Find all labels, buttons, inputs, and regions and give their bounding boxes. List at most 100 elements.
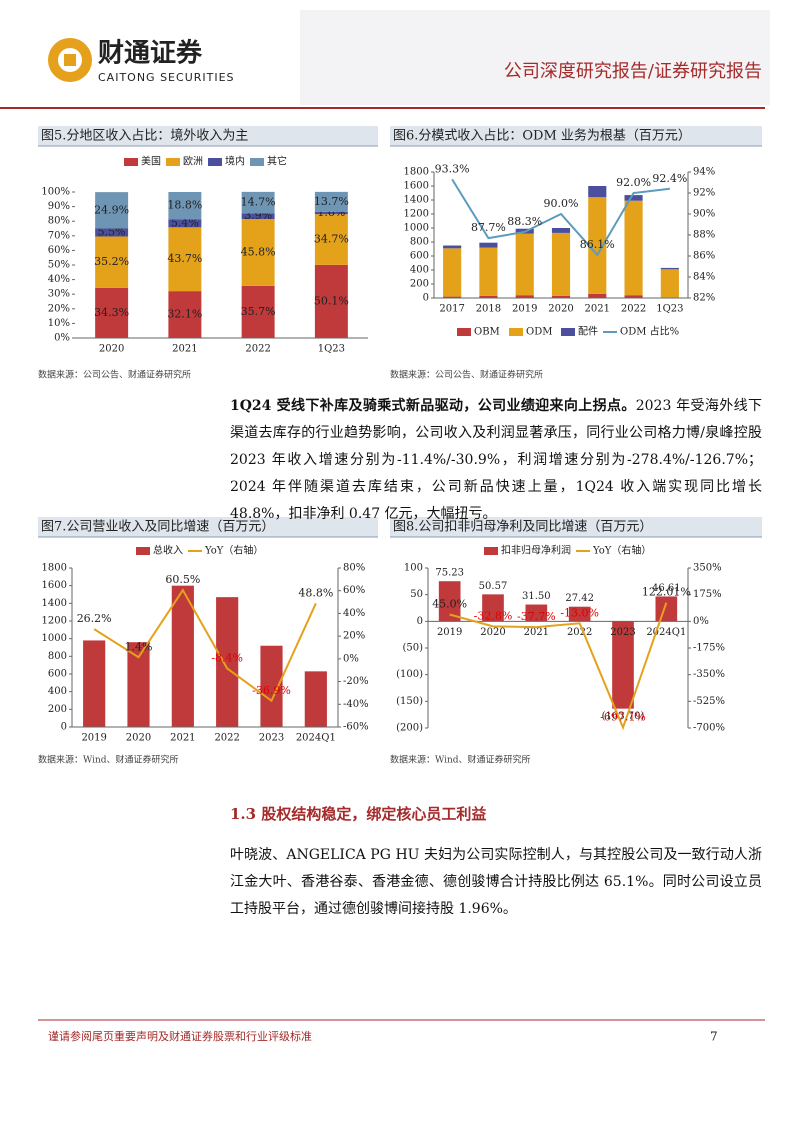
bar: [260, 645, 283, 727]
line-label: -8.4%: [211, 651, 243, 664]
y-tick-label: 10%: [48, 318, 70, 329]
y2-tick-label: -175%: [693, 643, 725, 654]
legend-swatch: [484, 547, 498, 555]
bar: [168, 192, 202, 220]
y2-tick-label: -700%: [693, 723, 725, 734]
bar: [168, 219, 202, 228]
line-label: 92.0%: [616, 176, 651, 189]
y-tick-label: 400: [48, 686, 67, 697]
y2-tick-label: 84%: [693, 272, 715, 283]
y-tick-label: 1800: [404, 167, 429, 178]
bar: [127, 642, 150, 727]
bar: [168, 227, 202, 292]
line-label: 45.0%: [432, 597, 467, 610]
bar: [551, 232, 571, 296]
y2-tick-label: 20%: [343, 631, 365, 642]
bar-label: 46.61: [652, 583, 681, 594]
bar-label: 14.7%: [241, 196, 276, 209]
bar-label: 18.8%: [167, 199, 202, 212]
y-tick-label: 1200: [42, 616, 67, 627]
figure-title-bar: [38, 126, 378, 146]
y-tick-label: 100%: [41, 187, 70, 198]
y-tick-label: 200: [48, 704, 67, 715]
bar: [438, 581, 461, 622]
bar-label: 32.1%: [167, 308, 202, 321]
bar: [655, 596, 678, 622]
figure-title: 图5.分地区收入占比：境外收入为主: [41, 129, 248, 144]
line-label: 87.7%: [471, 221, 506, 234]
line-label: 1.4%: [125, 640, 153, 653]
y2-tick-label: 90%: [693, 209, 715, 220]
line: [451, 178, 670, 257]
figure-source: 数据来源：Wind、财通证券研究所: [38, 754, 179, 766]
x-tick-label: 1Q23: [656, 304, 683, 315]
legend-swatch: [166, 158, 180, 166]
bar: [241, 191, 275, 214]
bar: [479, 247, 498, 296]
bar: [241, 213, 275, 220]
y2-tick-label: 86%: [693, 251, 715, 262]
bar: [304, 671, 327, 727]
line-label: -37.7%: [517, 610, 556, 623]
section-title: 1.3 股权结构稳定，绑定核心员工利益: [230, 805, 486, 823]
bar: [443, 296, 462, 298]
legend-label: 境内: [225, 155, 245, 168]
y2-tick-label: -40%: [343, 699, 369, 710]
header-backdrop: [300, 10, 770, 105]
bar-label: 34.7%: [314, 233, 349, 246]
figure-source: 数据来源：Wind、财通证券研究所: [390, 754, 531, 766]
bar: [624, 295, 643, 298]
bar: [551, 295, 571, 298]
paragraph: 叶晓波、ANGELICA PG HU 夫妇为公司实际控制人，与其控股公司及一致行…: [230, 847, 762, 917]
legend-label: 其它: [267, 155, 287, 168]
x-tick-label: 2020: [480, 627, 505, 638]
x-tick-label: 2017: [439, 304, 464, 315]
bar: [551, 228, 571, 233]
bar-label: 50.1%: [314, 294, 349, 307]
bar: [482, 594, 504, 622]
bar-label: (163.70): [602, 711, 645, 722]
x-tick-label: 2022: [567, 627, 592, 638]
y-tick-label: 30%: [48, 289, 70, 300]
bar: [171, 585, 194, 727]
figure-title-bar: [390, 517, 762, 537]
x-tick-label: 2024Q1: [646, 627, 686, 638]
legend-label: YoY（右轴）: [204, 544, 263, 557]
bar: [95, 192, 129, 229]
x-tick-label: 2020: [548, 304, 573, 315]
line: [449, 602, 668, 731]
bar: [314, 191, 348, 212]
y-tick-label: 0%: [54, 333, 70, 344]
y-tick-label: 600: [410, 251, 429, 262]
figure-title-bar: [390, 126, 762, 146]
bar-label: 75.23: [435, 568, 464, 579]
paragraph-text: 2023 年受海外线下渠道去库存的行业趋势影响，公司收入及利润显著承压，同行业公…: [230, 398, 762, 522]
y-tick-label: 800: [410, 237, 429, 248]
y2-tick-label: -350%: [693, 669, 725, 680]
y2-tick-label: 40%: [343, 608, 365, 619]
y2-tick-label: 350%: [693, 563, 722, 574]
bar: [479, 295, 498, 298]
legend-label: 美国: [141, 155, 161, 168]
x-tick-label: 2020: [99, 344, 124, 355]
x-tick-label: 2021: [585, 304, 610, 315]
y-tick-label: 90%: [48, 201, 70, 212]
legend-swatch: [457, 328, 471, 336]
legend-label: 欧洲: [183, 156, 203, 168]
line-label: 93.3%: [435, 162, 470, 175]
x-tick-label: 2019: [81, 733, 106, 744]
legend-label: OBM: [474, 327, 500, 338]
y2-tick-label: 94%: [693, 167, 715, 178]
line-label: -697.1%: [600, 711, 646, 724]
y-tick-label: (100): [396, 669, 423, 680]
y2-tick-label: 60%: [343, 585, 365, 596]
figure-title: 图7.公司营业收入及同比增速（百万元）: [41, 520, 274, 535]
y-tick-label: (50): [402, 643, 423, 654]
logo-en: CAITONG SECURITIES: [98, 71, 235, 84]
y-tick-label: 600: [48, 669, 67, 680]
bar: [660, 267, 679, 270]
y-tick-label: 0: [61, 722, 67, 733]
figure-title-bar: [38, 517, 378, 537]
y2-tick-label: -525%: [693, 696, 725, 707]
